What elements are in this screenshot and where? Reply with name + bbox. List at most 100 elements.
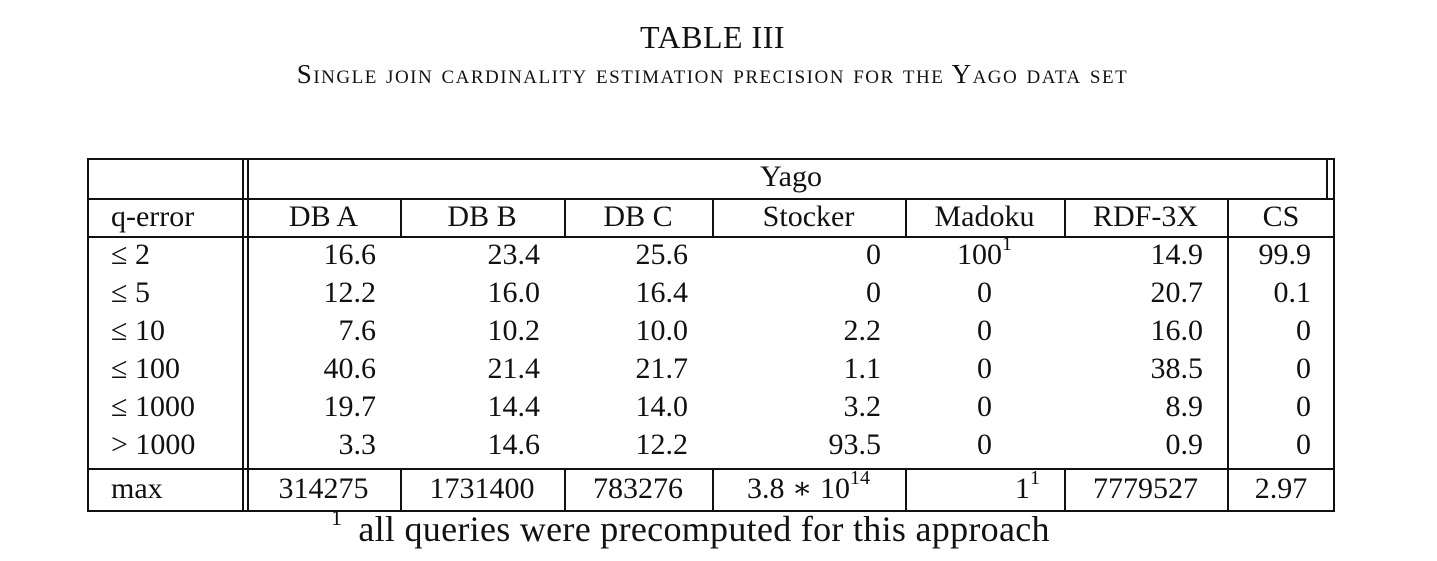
column-rule (400, 468, 402, 510)
table-cell: 783276 (564, 470, 712, 508)
column-header: DB C (603, 200, 673, 233)
max-row-rule (87, 468, 1335, 470)
cell-value: 100 (957, 238, 1002, 271)
table-cell: 12.2 (564, 426, 712, 464)
column-rule (564, 468, 566, 510)
table-cell: 99.9 (1227, 236, 1335, 274)
cell-value: 14.6 (487, 428, 541, 461)
cell-value: 12.2 (323, 276, 377, 309)
column-rule (564, 198, 566, 236)
cell-value: 0 (866, 238, 881, 271)
table-cell: 0 (905, 350, 1064, 388)
table-cell: 314275 (247, 470, 400, 508)
cell-value: 16.6 (323, 238, 377, 271)
header-rule (87, 198, 1335, 200)
cell-value: 99.9 (1258, 238, 1312, 271)
group-header: Yago (760, 160, 822, 193)
table-cell: 3.2 (712, 388, 905, 426)
column-header: DB B (447, 200, 517, 233)
footnote-ref: 1 (1030, 467, 1040, 489)
footnote-ref: 1 (1002, 233, 1012, 255)
cell-value: 16.4 (635, 276, 689, 309)
cell-value: 23.4 (487, 238, 541, 271)
table-cell: 7779527 (1064, 470, 1227, 508)
column-header: q-error (111, 200, 195, 233)
table-cell: 14.4 (400, 388, 564, 426)
table-cell: 38.5 (1064, 350, 1227, 388)
cell-value: 0 (977, 428, 992, 461)
table-cell: 1731400 (400, 470, 564, 508)
table-cell: 7.6 (247, 312, 400, 350)
cell-value: 10.0 (635, 314, 689, 347)
cell-value: 14.4 (487, 390, 541, 423)
table-cell: 20.7 (1064, 274, 1227, 312)
footnote-ref: 14 (849, 467, 870, 489)
table-cell: 0 (905, 312, 1064, 350)
table-cell: 0.9 (1064, 426, 1227, 464)
table-cell: 8.9 (1064, 388, 1227, 426)
cell-value: 2.2 (843, 314, 882, 347)
cell-value: 12.2 (635, 428, 689, 461)
stub-double-rule-a (242, 158, 244, 510)
footnote-marker: 1 (331, 505, 343, 530)
table-cell: 23.4 (400, 236, 564, 274)
column-rule (905, 198, 907, 236)
cell-value: 0 (1296, 352, 1311, 385)
cell-value: 0 (1296, 428, 1311, 461)
cell-value: 14.0 (635, 390, 689, 423)
table-cell: 16.0 (400, 274, 564, 312)
column-rule (712, 468, 714, 510)
table-cell: 0 (1227, 350, 1335, 388)
cell-value: 25.6 (635, 238, 689, 271)
cell-value: 14.9 (1150, 238, 1204, 271)
cell-value: 783276 (593, 472, 683, 505)
table-cell: 14.6 (400, 426, 564, 464)
cell-value: 40.6 (323, 352, 377, 385)
cell-value: 3.3 (338, 428, 377, 461)
table-cell: 0 (905, 426, 1064, 464)
cell-value: 3.2 (843, 390, 882, 423)
table-cell: 21.4 (400, 350, 564, 388)
cell-value: 0.9 (1165, 428, 1204, 461)
column-header-rule (87, 236, 1335, 238)
table-cell: 0 (712, 236, 905, 274)
row-label: ≤ 1000 (111, 390, 195, 423)
cell-value: 2.97 (1254, 472, 1308, 505)
table-cell: 2.2 (712, 312, 905, 350)
cell-value: 21.7 (635, 352, 689, 385)
row-label: > 1000 (111, 428, 196, 461)
cell-value: 0 (1296, 314, 1311, 347)
table-cell: 16.4 (564, 274, 712, 312)
column-rule (1064, 198, 1066, 236)
cell-value: 1 (1015, 472, 1030, 505)
table-cell: 21.7 (564, 350, 712, 388)
table-cell: 0.1 (1227, 274, 1335, 312)
table-cell: 0 (1227, 388, 1335, 426)
row-label: ≤ 100 (111, 352, 180, 385)
cell-value: 7.6 (338, 314, 377, 347)
cell-value: 16.0 (1150, 314, 1204, 347)
column-rule (400, 198, 402, 236)
table-bottom-rule (87, 510, 1335, 512)
caption-title: Single join cardinality estimation preci… (296, 59, 1129, 89)
caption-label: TABLE III (640, 19, 785, 55)
table-cell: 25.6 (564, 236, 712, 274)
cell-value: 10.2 (487, 314, 541, 347)
row-label: ≤ 2 (111, 238, 150, 271)
stub-double-rule-b (247, 158, 249, 510)
row-label: max (111, 472, 163, 505)
cell-value: 3.8 ∗ 10 (747, 472, 850, 505)
results-table: Yago q-error DB A DB B DB C Stocker Madoku RDF-… (87, 158, 1335, 512)
column-header: RDF-3X (1092, 200, 1198, 233)
cell-value: 314275 (278, 472, 369, 505)
cell-value: 7779527 (1093, 472, 1198, 505)
table-cell: 14.9 (1064, 236, 1227, 274)
cell-value: 16.0 (487, 276, 541, 309)
column-header: Madoku (934, 200, 1035, 233)
table-cell: 0 (1227, 426, 1335, 464)
table-cell: 16.0 (1064, 312, 1227, 350)
table-cell: 40.6 (247, 350, 400, 388)
table-cell: 19.7 (247, 388, 400, 426)
table-cell: 11 (905, 467, 1064, 508)
table-top-rule (87, 158, 1335, 160)
